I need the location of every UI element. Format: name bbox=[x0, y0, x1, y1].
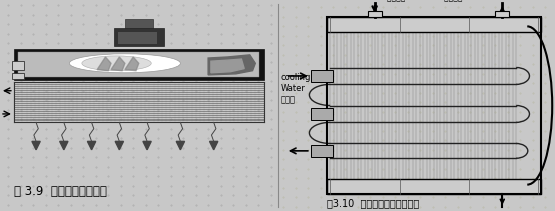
Polygon shape bbox=[210, 141, 218, 150]
Bar bbox=[367, 11, 382, 17]
Bar bbox=[327, 17, 541, 32]
Polygon shape bbox=[60, 141, 68, 150]
Polygon shape bbox=[115, 141, 124, 150]
Bar bbox=[13, 73, 23, 79]
Bar bbox=[118, 32, 157, 44]
Text: Air  IN 气体入口: Air IN 气体入口 bbox=[361, 0, 405, 2]
Bar bbox=[311, 145, 333, 157]
Polygon shape bbox=[88, 141, 95, 150]
Text: 图 3.9  空冷后冷却器原理: 图 3.9 空冷后冷却器原理 bbox=[14, 185, 107, 198]
Polygon shape bbox=[97, 57, 111, 71]
Bar bbox=[13, 61, 23, 70]
Polygon shape bbox=[143, 141, 151, 150]
Polygon shape bbox=[211, 59, 244, 73]
Ellipse shape bbox=[82, 56, 151, 71]
Ellipse shape bbox=[69, 54, 180, 73]
Bar bbox=[495, 11, 509, 17]
Text: 气体出口 Air  OUT: 气体出口 Air OUT bbox=[444, 0, 496, 2]
Polygon shape bbox=[176, 141, 185, 150]
Bar bbox=[311, 70, 333, 82]
Bar bbox=[125, 19, 153, 30]
Bar bbox=[311, 108, 333, 120]
Text: 图3.10  水冷却的后冷却器原理: 图3.10 水冷却的后冷却器原理 bbox=[327, 198, 420, 208]
Bar bbox=[327, 17, 541, 194]
Bar bbox=[14, 49, 264, 80]
Text: cooling
Water
冷却水: cooling Water 冷却水 bbox=[280, 73, 311, 104]
Polygon shape bbox=[208, 55, 255, 75]
Polygon shape bbox=[111, 57, 125, 71]
Polygon shape bbox=[32, 141, 40, 150]
Bar bbox=[114, 28, 164, 46]
Polygon shape bbox=[125, 57, 139, 71]
Bar bbox=[18, 52, 259, 77]
Bar bbox=[327, 179, 541, 194]
